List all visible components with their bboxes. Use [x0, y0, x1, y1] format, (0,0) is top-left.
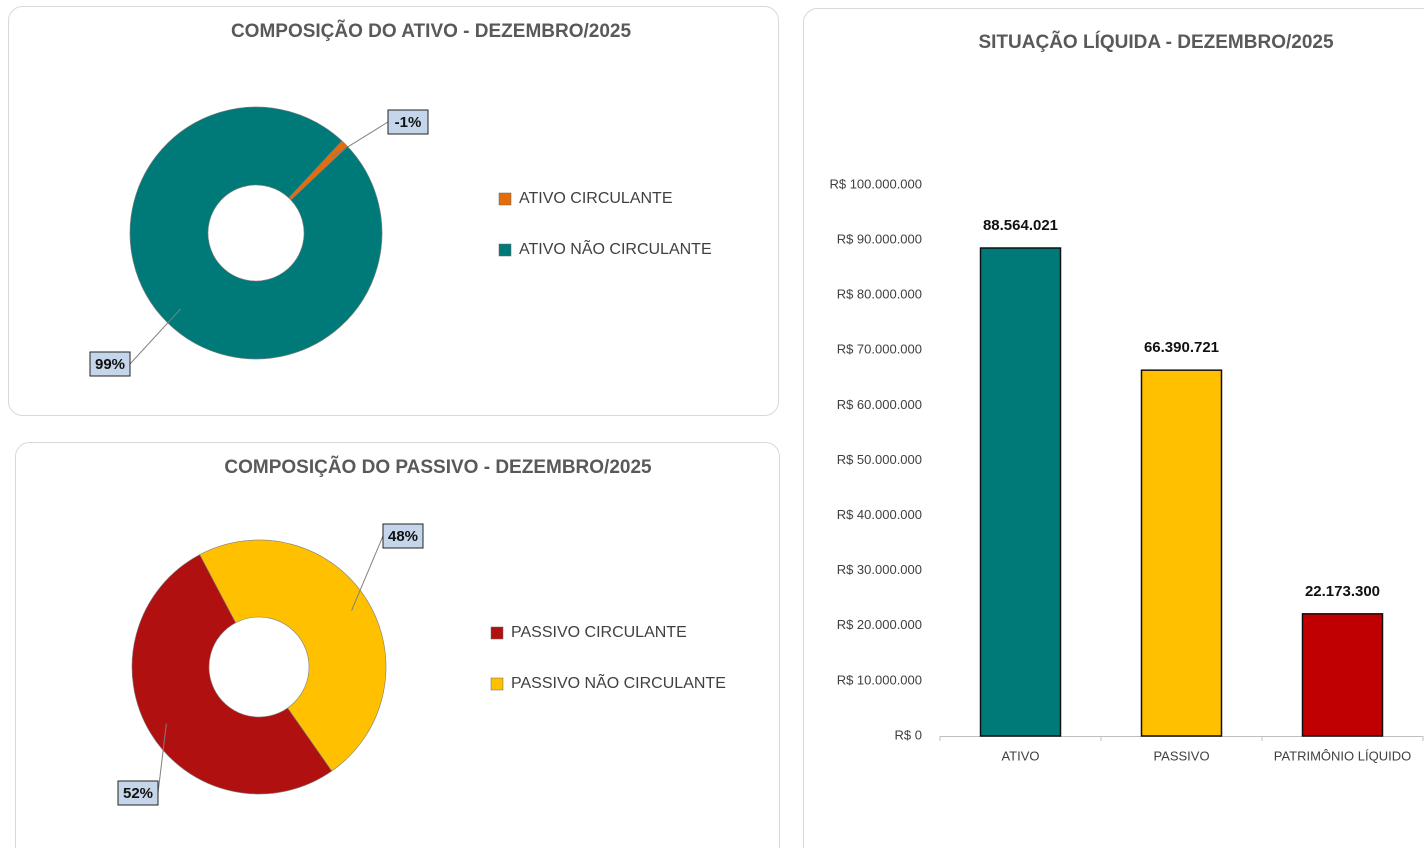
data-label: 99%	[95, 356, 125, 373]
legend-swatch	[490, 626, 504, 640]
bar	[979, 247, 1062, 737]
legend-label: PASSIVO CIRCULANTE	[511, 624, 687, 641]
y-tick-label: R$ 50.000.000	[837, 452, 922, 467]
legend-label: ATIVO CIRCULANTE	[519, 190, 673, 207]
data-label: 48%	[388, 528, 418, 545]
bar	[1140, 369, 1223, 737]
bar	[1301, 613, 1384, 737]
y-tick-label: R$ 90.000.000	[837, 232, 922, 247]
label-box	[89, 351, 131, 377]
label-box	[387, 109, 429, 135]
y-tick-label: R$ 60.000.000	[837, 397, 922, 412]
donut-slice	[131, 554, 333, 795]
data-label: 22.173.300	[1305, 583, 1380, 600]
chart-title: COMPOSIÇÃO DO PASSIVO - DEZEMBRO/2025	[224, 456, 652, 478]
x-tick-label: PASSIVO	[1153, 748, 1209, 763]
y-tick-label: R$ 30.000.000	[837, 562, 922, 577]
x-tick-label: PATRIMÔNIO LÍQUIDO	[1274, 748, 1411, 763]
y-tick-label: R$ 100.000.000	[829, 176, 922, 191]
panel	[803, 8, 1424, 848]
legend-swatch	[498, 192, 512, 206]
chart-title: COMPOSIÇÃO DO ATIVO - DEZEMBRO/2025	[231, 20, 632, 42]
data-label: -1%	[395, 114, 422, 131]
chart-title: SITUAÇÃO LÍQUIDA - DEZEMBRO/2025	[978, 31, 1333, 53]
legend-swatch	[490, 677, 504, 691]
data-label: 88.564.021	[983, 217, 1058, 234]
label-box	[117, 780, 159, 806]
x-tick-label: ATIVO	[1001, 748, 1039, 763]
y-tick-label: R$ 0	[895, 727, 922, 742]
label-box	[382, 523, 424, 549]
legend-swatch	[498, 243, 512, 257]
y-tick-label: R$ 80.000.000	[837, 287, 922, 302]
data-label: 52%	[123, 785, 153, 802]
y-tick-label: R$ 70.000.000	[837, 342, 922, 357]
donut-slice	[129, 106, 383, 360]
y-tick-label: R$ 10.000.000	[837, 672, 922, 687]
y-tick-label: R$ 20.000.000	[837, 617, 922, 632]
donut-slice	[199, 539, 387, 772]
data-label: 66.390.721	[1144, 339, 1219, 356]
legend-label: PASSIVO NÃO CIRCULANTE	[511, 672, 726, 692]
legend-label: ATIVO NÃO CIRCULANTE	[519, 238, 712, 258]
y-tick-label: R$ 40.000.000	[837, 507, 922, 522]
